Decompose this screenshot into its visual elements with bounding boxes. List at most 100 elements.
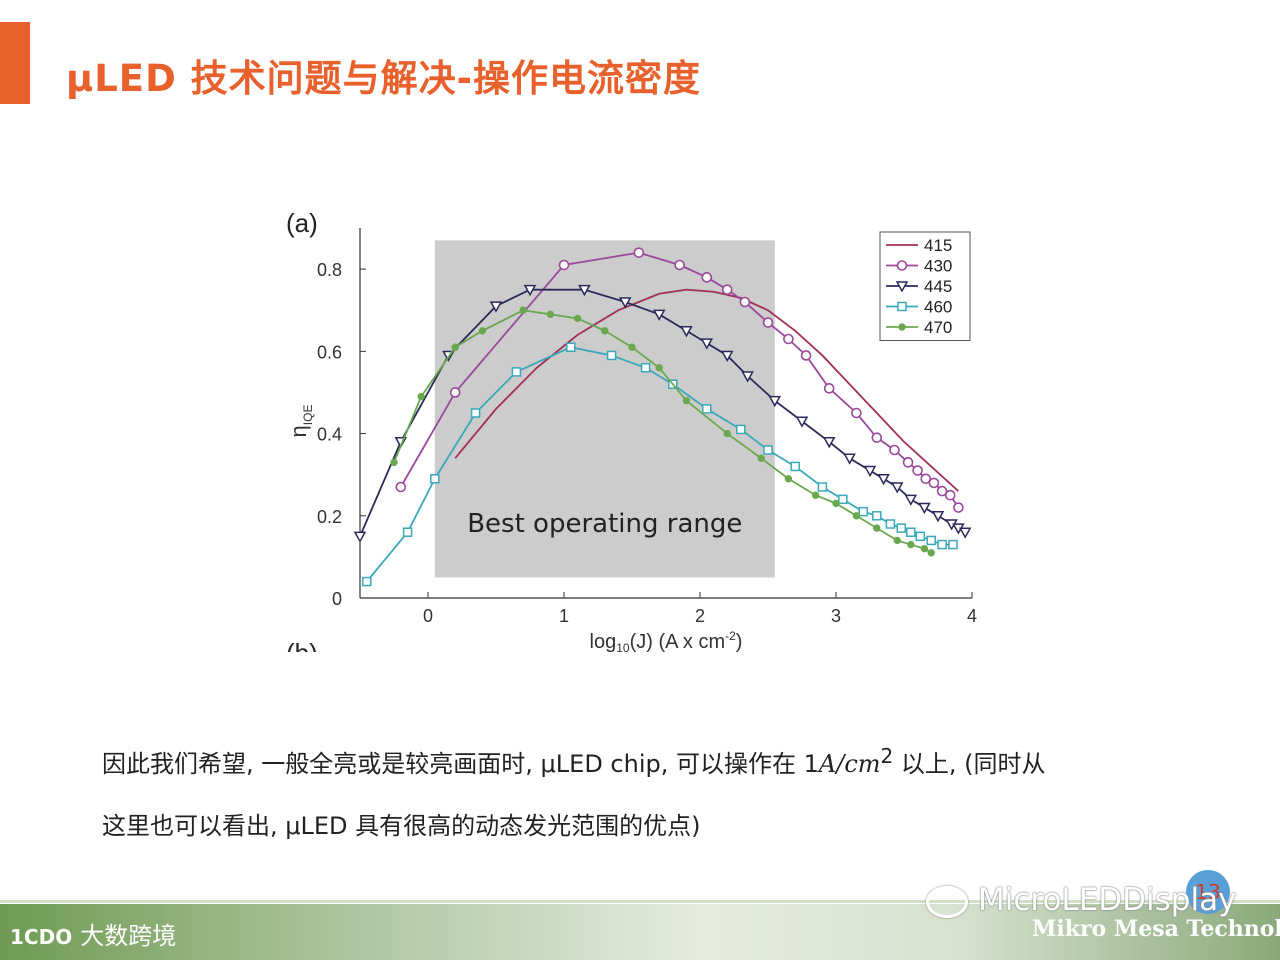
data-point [915, 531, 926, 542]
data-point [519, 306, 527, 314]
data-point [931, 511, 945, 523]
caption-line-1-sup: 2 [880, 744, 894, 768]
data-point [817, 482, 828, 492]
data-point [674, 259, 685, 271]
data-point [628, 343, 636, 351]
data-point [907, 540, 915, 549]
legend-label: 415 [924, 236, 952, 255]
x-axis-label: log10(J) (A x cm-2) [590, 629, 743, 655]
footer-logo-mark: 1CDO [10, 925, 73, 949]
data-point [937, 539, 947, 550]
data-point [546, 310, 555, 319]
company-name: Mikro Mesa Technology [1032, 916, 1280, 942]
data-point [682, 396, 691, 405]
data-point [852, 512, 861, 520]
data-point [523, 284, 537, 297]
panel-label-b: (b) [286, 638, 318, 655]
data-point [784, 475, 793, 483]
data-point [918, 502, 931, 515]
data-point [893, 536, 901, 545]
slide-title: μLED 技术问题与解决-操作电流密度 [66, 57, 702, 100]
wechat-icon [926, 885, 968, 918]
data-point [601, 327, 609, 335]
caption-line-1-pre: 因此我们希望, 一般全亮或是较亮画面时, μLED chip, 可以操作在 1 [102, 750, 819, 778]
data-point [353, 531, 367, 543]
data-point [721, 284, 733, 295]
data-point [838, 494, 848, 505]
data-point [790, 461, 800, 472]
caption-line-1-math: A/cm [818, 750, 881, 778]
series-415 [454, 288, 960, 492]
data-point [896, 523, 907, 533]
data-point [902, 457, 914, 468]
data-point [652, 309, 666, 321]
legend-marker [898, 323, 906, 331]
caption-line-1-post: 以上, (同时从 [893, 750, 1046, 778]
data-point [739, 296, 751, 308]
data-point [362, 576, 372, 587]
footer-divider [0, 900, 1280, 903]
data-point [948, 539, 958, 550]
data-point [741, 371, 754, 383]
data-point [762, 317, 774, 328]
series-470 [390, 306, 935, 557]
series-430 [395, 247, 964, 513]
data-point [889, 444, 900, 456]
data-point [920, 544, 929, 553]
data-point [904, 494, 918, 506]
data-point [851, 407, 862, 419]
data-point [578, 284, 591, 297]
data-point [872, 511, 882, 521]
title-accent-bar [0, 22, 30, 104]
data-point [811, 491, 820, 499]
data-point [606, 350, 617, 361]
data-point [618, 297, 632, 309]
data-point [633, 247, 645, 258]
data-point [700, 338, 714, 350]
x-tick-label: 3 [831, 606, 841, 626]
caption-line-2: 这里也可以看出, μLED 具有很高的动态发光范围的优点) [102, 812, 701, 840]
data-point [655, 364, 663, 372]
y-label-main: η [286, 425, 311, 437]
data-point [451, 343, 459, 351]
x-label-main: log [590, 631, 617, 653]
page-number-badge: 13 [1186, 870, 1230, 914]
data-point [944, 489, 956, 501]
data-point [926, 535, 936, 546]
data-point [736, 424, 746, 435]
y-tick-label: 0.8 [317, 260, 342, 280]
data-point [395, 481, 407, 493]
x-tick-label: 4 [967, 606, 977, 626]
data-point [795, 416, 809, 428]
data-point [701, 272, 713, 283]
legend-label: 445 [924, 277, 952, 296]
data-point [877, 474, 890, 486]
data-point [768, 395, 782, 408]
x-tick-label: 2 [695, 606, 705, 626]
y-axis-label: ηIQE [286, 405, 315, 438]
data-point [478, 327, 487, 335]
series-line [393, 309, 932, 554]
data-point [871, 432, 883, 443]
legend-marker [896, 260, 908, 271]
data-point [823, 383, 835, 394]
data-point [470, 408, 481, 418]
data-point [783, 333, 794, 345]
data-point [873, 524, 881, 532]
y-tick-label: 0 [332, 589, 342, 609]
shaded-region-label: Best operating range [467, 509, 742, 539]
y-tick-label: 0.4 [317, 425, 342, 445]
data-point [763, 445, 773, 455]
data-point [906, 527, 916, 537]
data-point [858, 506, 868, 517]
data-point [958, 527, 972, 539]
data-point [558, 259, 570, 271]
x-tick-label: 0 [423, 606, 433, 626]
data-point [885, 519, 896, 529]
legend-label: 430 [924, 257, 952, 276]
y-label-sub: IQE [301, 405, 315, 426]
data-point [912, 465, 923, 476]
y-tick-label: 0.2 [317, 507, 342, 527]
series-line [454, 288, 960, 492]
